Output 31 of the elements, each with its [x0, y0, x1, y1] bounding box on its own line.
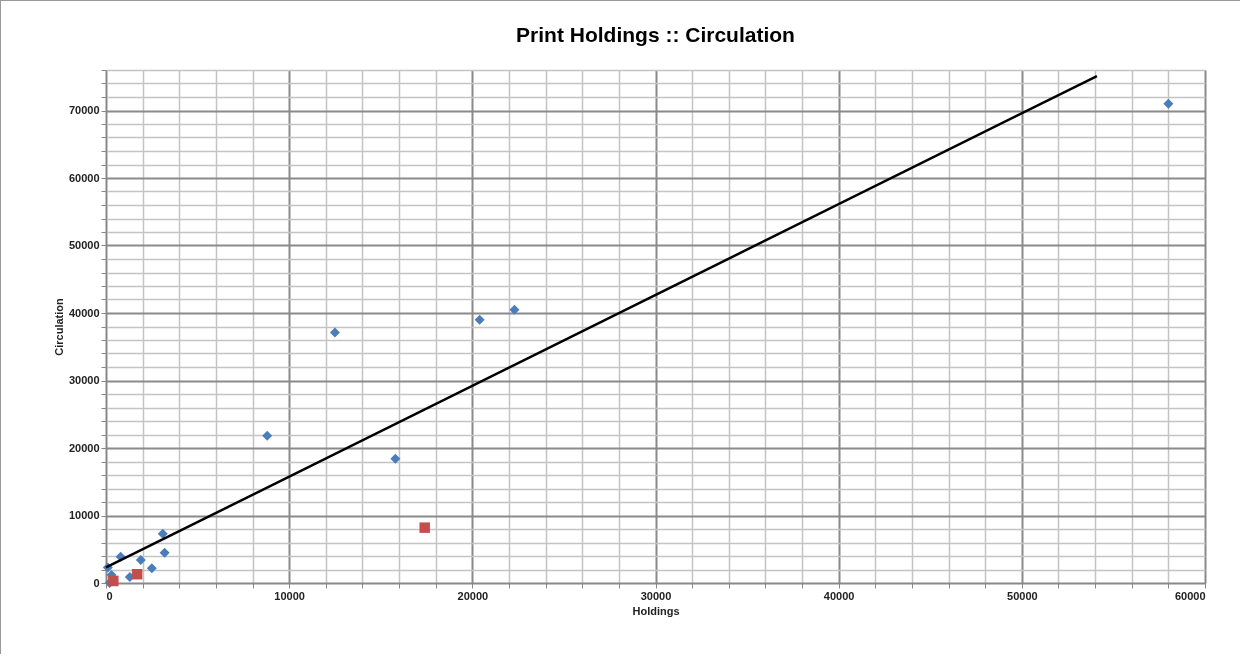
y-tick-label: 60000	[68, 171, 100, 184]
y-tick-label: 10000	[68, 509, 100, 521]
chart-title: Print Holdings :: Circulation	[516, 23, 795, 46]
point	[390, 453, 401, 464]
point	[474, 314, 485, 325]
x-tick-label: 40000	[823, 589, 855, 602]
x-tick-label: 10000	[274, 589, 305, 602]
point	[1163, 98, 1174, 109]
y-tick-label: 50000	[68, 239, 100, 251]
x-tick-label: 60000	[1174, 589, 1206, 602]
point	[157, 528, 168, 539]
point	[262, 430, 273, 441]
y-tick-label: 20000	[68, 441, 100, 454]
point	[159, 547, 170, 558]
x-tick-label: 30000	[640, 589, 672, 602]
point	[329, 327, 340, 338]
point	[509, 304, 520, 315]
y-tick-label: 40000	[68, 306, 100, 319]
y-tick-label: 0	[93, 576, 100, 589]
x-tick-label: 50000	[1007, 589, 1038, 602]
point	[135, 555, 146, 566]
point	[146, 563, 157, 574]
y-tick-label: 30000	[68, 374, 100, 386]
x-tick-label: 0	[106, 589, 113, 602]
x-tick-label: 20000	[457, 589, 489, 602]
point	[419, 522, 430, 533]
point	[108, 575, 119, 587]
y-tick-label: 70000	[68, 104, 100, 116]
point	[131, 568, 143, 580]
x-axis-title: Holdings	[632, 604, 680, 617]
y-axis-title: Circulation	[52, 298, 65, 356]
